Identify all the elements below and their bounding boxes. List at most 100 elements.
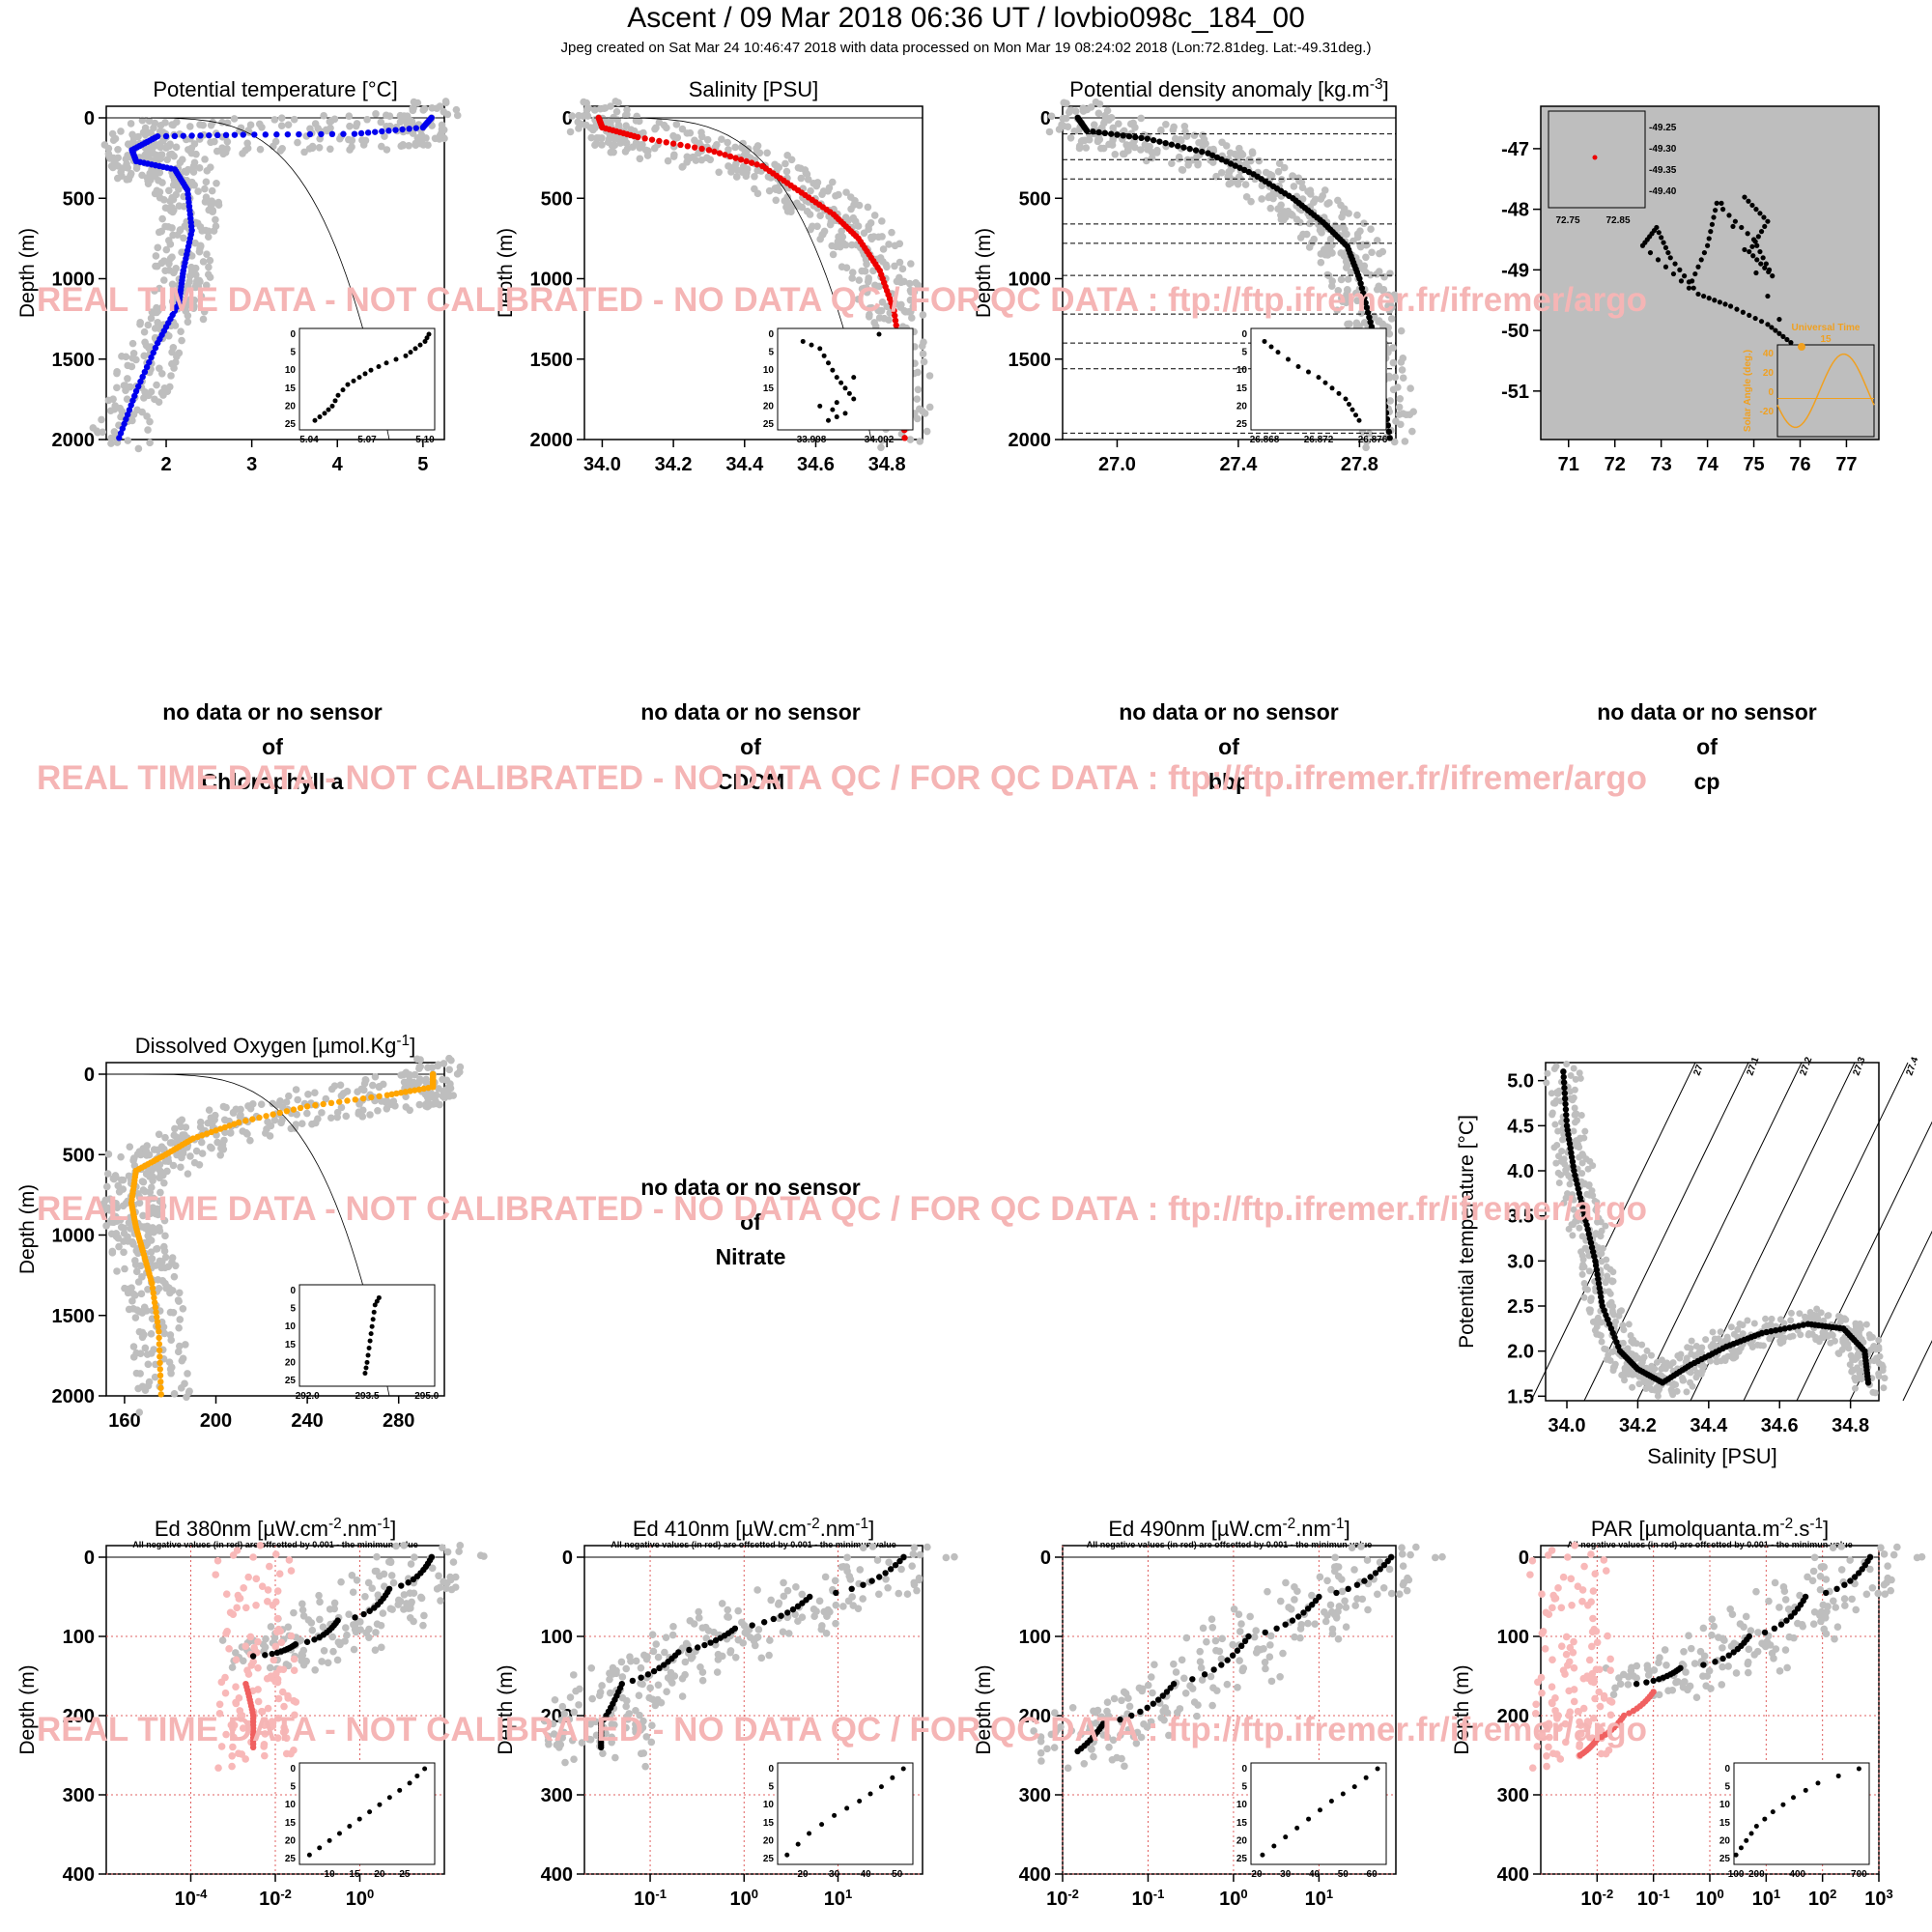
data-point bbox=[1125, 132, 1133, 140]
data-point bbox=[141, 368, 149, 376]
background-point bbox=[172, 143, 181, 152]
x-tick-label: 10-1 bbox=[1637, 1887, 1670, 1911]
data-point bbox=[692, 144, 698, 151]
background-point bbox=[1276, 1597, 1285, 1605]
background-point bbox=[737, 144, 746, 152]
background-point bbox=[271, 1642, 280, 1651]
background-point bbox=[622, 1702, 630, 1711]
float-position bbox=[1709, 221, 1715, 227]
background-point bbox=[549, 1719, 557, 1728]
y-tick-label: 1000 bbox=[1009, 270, 1052, 291]
background-point bbox=[209, 118, 217, 127]
chart-title: PAR [µmolquanta.m-2.s-1] bbox=[1591, 1516, 1829, 1542]
background-point bbox=[1058, 121, 1065, 128]
background-point bbox=[803, 170, 811, 179]
background-point bbox=[643, 152, 652, 159]
background-point bbox=[440, 1094, 449, 1102]
background-point bbox=[1375, 268, 1383, 275]
background-point bbox=[385, 112, 394, 120]
background-point bbox=[165, 186, 173, 195]
background-point bbox=[1852, 1605, 1861, 1614]
background-point bbox=[1558, 1119, 1566, 1126]
inset-point bbox=[368, 367, 374, 373]
background-point bbox=[108, 1247, 117, 1256]
background-point bbox=[214, 201, 223, 209]
background-point bbox=[1750, 1320, 1758, 1327]
background-point bbox=[184, 165, 192, 174]
data-point bbox=[290, 1106, 298, 1113]
background-point bbox=[154, 243, 162, 252]
background-point bbox=[1787, 1309, 1795, 1317]
background-point bbox=[249, 1658, 258, 1665]
background-point bbox=[885, 241, 893, 248]
data-point bbox=[242, 1118, 249, 1124]
background-point bbox=[1124, 1694, 1132, 1702]
background-point bbox=[129, 349, 138, 357]
background-point bbox=[1603, 1256, 1610, 1264]
background-point bbox=[1876, 1352, 1884, 1360]
background-point bbox=[1217, 169, 1226, 177]
x-tick-label: 200 bbox=[200, 1410, 232, 1432]
background-point bbox=[751, 1641, 759, 1650]
background-point bbox=[266, 1663, 274, 1672]
inset-frame bbox=[298, 1284, 436, 1387]
background-point bbox=[127, 1225, 134, 1233]
background-point bbox=[449, 1092, 458, 1099]
background-point bbox=[1829, 1544, 1837, 1552]
background-point bbox=[1831, 1337, 1838, 1345]
inset-point bbox=[306, 1852, 312, 1858]
background-point bbox=[204, 233, 213, 242]
background-point bbox=[1208, 1623, 1217, 1632]
inset-point bbox=[809, 342, 814, 348]
data-point bbox=[1156, 138, 1163, 145]
background-point bbox=[98, 415, 105, 424]
background-point bbox=[834, 238, 842, 245]
float-position bbox=[1758, 261, 1764, 267]
background-point bbox=[252, 1575, 261, 1583]
background-point bbox=[273, 1678, 282, 1687]
background-point bbox=[139, 1186, 148, 1194]
background-point bbox=[121, 1264, 128, 1273]
background-point bbox=[724, 1605, 732, 1614]
background-point bbox=[1555, 1152, 1563, 1160]
background-point bbox=[117, 1152, 125, 1161]
background-point bbox=[298, 1605, 307, 1614]
background-point bbox=[1212, 1687, 1221, 1694]
background-point bbox=[1837, 1543, 1846, 1550]
background-point bbox=[125, 175, 133, 184]
background-point bbox=[305, 145, 314, 153]
background-point bbox=[406, 1589, 414, 1597]
background-point bbox=[138, 1333, 147, 1342]
background-point bbox=[618, 1673, 627, 1681]
background-point bbox=[1833, 1623, 1842, 1631]
background-point bbox=[374, 1591, 383, 1599]
background-point bbox=[1306, 219, 1314, 228]
background-point bbox=[661, 1648, 668, 1657]
inset-point bbox=[362, 1371, 368, 1377]
background-point bbox=[343, 1631, 351, 1639]
background-point bbox=[803, 208, 811, 215]
background-point bbox=[354, 1088, 361, 1095]
background-point bbox=[1331, 1553, 1339, 1562]
background-point bbox=[681, 1658, 690, 1666]
background-point bbox=[1669, 1359, 1677, 1367]
background-point bbox=[230, 1733, 238, 1742]
background-point bbox=[182, 1123, 190, 1131]
background-point bbox=[734, 1635, 743, 1644]
background-point bbox=[1094, 137, 1102, 146]
background-point bbox=[143, 1149, 151, 1157]
background-point bbox=[222, 1730, 230, 1739]
data-point bbox=[156, 1334, 162, 1342]
background-point bbox=[1267, 191, 1275, 200]
background-point bbox=[1351, 1602, 1359, 1609]
y-tick-label: 300 bbox=[541, 1785, 573, 1806]
data-point bbox=[663, 139, 669, 146]
inset-point bbox=[374, 1298, 380, 1304]
inset-y-tick-label: 0 bbox=[290, 1764, 296, 1775]
background-point bbox=[654, 1653, 663, 1662]
background-point bbox=[1157, 1714, 1166, 1722]
background-point bbox=[639, 140, 646, 149]
background-point bbox=[617, 1658, 626, 1666]
inset-point bbox=[795, 1841, 801, 1847]
